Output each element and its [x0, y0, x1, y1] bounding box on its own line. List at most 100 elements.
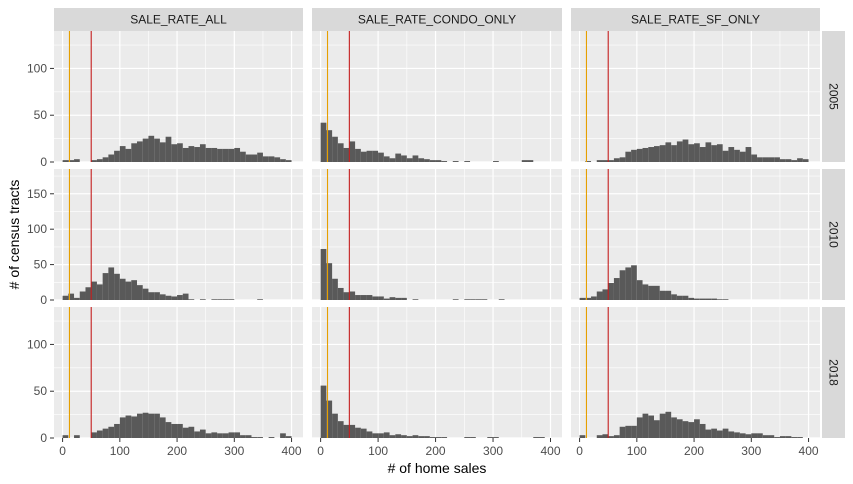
histogram-bar	[654, 420, 660, 438]
panel-background	[54, 307, 303, 438]
histogram-bar	[91, 432, 97, 438]
panel-background	[571, 307, 820, 438]
histogram-bar	[539, 437, 545, 438]
histogram-bar	[137, 285, 143, 300]
histogram-bar	[188, 146, 195, 162]
histogram-bar	[337, 421, 344, 438]
histogram-bar	[779, 159, 786, 162]
histogram-bar	[119, 278, 126, 300]
histogram-bar	[636, 148, 643, 162]
panel-background	[312, 169, 562, 300]
panel-background	[571, 169, 820, 300]
histogram-bar	[360, 428, 367, 438]
histogram-bar	[636, 417, 643, 438]
histogram-bar	[211, 432, 218, 438]
histogram-bar	[142, 288, 149, 300]
histogram-bar	[320, 122, 327, 162]
histogram-bar	[464, 437, 471, 438]
row-strip	[822, 31, 845, 162]
histogram-bar	[521, 160, 528, 162]
histogram-bar	[665, 290, 672, 300]
histogram-bar	[142, 138, 149, 162]
histogram-bar	[159, 417, 166, 438]
y-tick-label: 100	[27, 222, 47, 236]
histogram-bar	[762, 435, 769, 438]
histogram-bar	[285, 436, 292, 438]
histogram-bar	[424, 436, 430, 438]
histogram-bar	[268, 437, 275, 438]
histogram-bar	[797, 158, 803, 162]
x-tick-label: 200	[426, 444, 446, 458]
panel-SALE_RATE_SF_ONLY-2018	[571, 307, 820, 439]
x-tick-label: 0	[576, 444, 583, 458]
histogram-bar	[148, 413, 155, 438]
histogram-bar	[74, 297, 80, 300]
histogram-bar	[636, 280, 643, 300]
histogram-bar	[159, 294, 166, 300]
histogram-bar	[245, 435, 252, 438]
histogram-bar	[487, 437, 494, 438]
histogram-bar	[768, 157, 775, 162]
histogram-bar	[435, 160, 442, 162]
histogram-bar	[194, 147, 200, 162]
histogram-bar	[154, 138, 160, 162]
panel-background	[312, 307, 562, 438]
histogram-bar	[441, 161, 448, 162]
histogram-bar	[722, 299, 729, 300]
histogram-bar	[251, 437, 258, 438]
histogram-bar	[734, 432, 740, 438]
histogram-bar	[802, 159, 809, 162]
histogram-bar	[211, 299, 218, 300]
histogram-bar	[596, 160, 603, 162]
histogram-bar	[464, 299, 471, 300]
histogram-bar	[412, 435, 419, 438]
histogram-bar	[406, 158, 413, 162]
histogram-bar	[602, 160, 609, 162]
panel-SALE_RATE_CONDO_ONLY-2010	[312, 169, 562, 301]
histogram-bar	[114, 150, 120, 162]
histogram-bar	[688, 422, 695, 438]
histogram-bar	[389, 297, 396, 300]
histogram-bar	[470, 299, 476, 300]
histogram-bar	[332, 278, 338, 300]
histogram-bar	[274, 157, 281, 162]
histogram-bar	[642, 413, 649, 438]
histogram-bar	[596, 291, 603, 300]
histogram-bar	[757, 157, 763, 162]
histogram-bar	[280, 159, 286, 162]
histogram-bar	[424, 159, 430, 162]
histogram-bar	[533, 437, 540, 438]
x-tick-label: 200	[684, 444, 704, 458]
histogram-bar	[654, 146, 660, 162]
histogram-bar	[774, 157, 780, 162]
histogram-bar	[114, 273, 120, 300]
panels-group	[54, 31, 820, 439]
histogram-bar	[366, 150, 373, 162]
x-tick-label: 400	[799, 444, 819, 458]
histogram-bar	[435, 437, 442, 438]
histogram-bar	[642, 147, 649, 162]
histogram-bar	[613, 278, 620, 300]
histogram-bar	[240, 151, 246, 162]
histogram-bar	[119, 146, 126, 162]
histogram-bar	[739, 151, 746, 162]
panel-SALE_RATE_SF_ONLY-2005	[571, 31, 820, 163]
histogram-bar	[372, 433, 379, 438]
histogram-bar	[262, 156, 269, 162]
histogram-bar	[682, 295, 689, 300]
histogram-bar	[326, 400, 333, 438]
histogram-bar	[142, 412, 149, 438]
histogram-bar	[165, 295, 172, 300]
histogram-bar	[137, 141, 143, 162]
histogram-bar	[366, 295, 373, 300]
histogram-bar	[676, 295, 683, 300]
histogram-bar	[722, 428, 729, 438]
histogram-bar	[585, 297, 592, 300]
histogram-bar	[648, 415, 654, 438]
row-strip-label: 2005	[827, 83, 841, 110]
histogram-bar	[326, 130, 333, 162]
histogram-bar	[779, 436, 786, 438]
histogram-bar	[378, 433, 384, 438]
histogram-bar	[762, 157, 769, 162]
histogram-bar	[205, 433, 212, 438]
